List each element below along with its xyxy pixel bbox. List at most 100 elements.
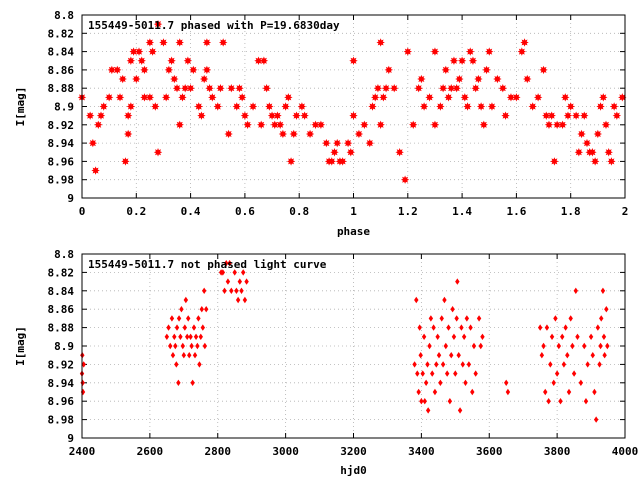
data-point	[395, 148, 404, 157]
data-point	[431, 324, 436, 331]
data-point	[461, 333, 467, 340]
y-tick-label: 8.92	[48, 358, 75, 371]
data-point	[506, 93, 516, 102]
data-point	[563, 324, 568, 331]
data-point	[539, 352, 545, 359]
data-point	[94, 120, 103, 129]
data-point	[604, 306, 609, 313]
data-point	[602, 352, 607, 359]
data-point	[180, 84, 190, 93]
data-point	[198, 333, 203, 340]
data-point	[400, 175, 410, 184]
data-point	[182, 324, 188, 331]
x-tick-label: 1.4	[452, 205, 472, 218]
data-point	[134, 47, 144, 56]
data-point	[80, 379, 85, 386]
data-point	[601, 333, 607, 340]
data-point	[596, 102, 605, 111]
data-point	[200, 324, 206, 331]
data-point	[237, 278, 243, 285]
data-point	[553, 315, 558, 322]
data-point	[501, 111, 510, 120]
data-point	[417, 324, 422, 331]
data-point	[115, 93, 125, 102]
data-point	[455, 278, 460, 285]
data-point	[436, 102, 445, 111]
data-point	[582, 342, 587, 350]
data-point	[234, 287, 239, 294]
y-tick-label: 8.9	[54, 101, 74, 114]
data-point	[430, 120, 440, 129]
data-point	[297, 102, 307, 111]
data-point	[129, 47, 138, 56]
data-point	[80, 388, 86, 396]
data-point	[443, 342, 449, 350]
data-point	[455, 74, 464, 84]
y-tick-label: 8.82	[48, 27, 75, 40]
data-point	[480, 333, 485, 340]
data-point	[132, 74, 141, 84]
data-point	[566, 388, 572, 396]
x-tick-label: 2800	[205, 445, 232, 458]
y-tick-label: 8.94	[48, 137, 75, 150]
data-point	[322, 138, 331, 148]
data-point	[436, 352, 442, 359]
data-point	[360, 120, 369, 129]
data-point	[289, 129, 298, 139]
data-point	[447, 84, 456, 93]
data-point	[533, 93, 543, 102]
x-tick-label: 4000	[612, 445, 639, 458]
data-point	[166, 324, 171, 331]
data-point	[479, 120, 489, 129]
y-tick-label: 8.88	[48, 322, 75, 335]
data-point	[561, 93, 570, 102]
data-point	[232, 102, 241, 111]
data-point	[452, 84, 461, 93]
data-point	[512, 93, 521, 102]
data-point	[430, 47, 440, 56]
data-point	[190, 379, 195, 386]
data-point	[537, 324, 543, 331]
data-point	[123, 111, 133, 120]
data-point	[194, 102, 203, 111]
data-point	[189, 65, 198, 75]
data-point	[478, 342, 483, 350]
data-point	[126, 102, 136, 111]
data-point	[262, 84, 271, 93]
data-point	[453, 370, 458, 377]
data-point	[601, 120, 611, 129]
data-point	[151, 102, 160, 111]
data-point	[473, 370, 478, 377]
data-point	[240, 111, 250, 120]
data-point	[409, 120, 418, 129]
chart-title: 155449-5011.7 not phased light curve	[88, 258, 327, 271]
data-point	[565, 352, 570, 359]
data-point	[267, 111, 277, 120]
x-tick-label: 3200	[340, 445, 367, 458]
data-point	[81, 361, 86, 368]
data-point	[466, 361, 472, 368]
data-point	[201, 287, 207, 294]
y-axis-label: I[mag]	[14, 326, 27, 366]
x-tick-label: 1	[350, 205, 357, 218]
data-point	[188, 333, 193, 340]
chart-title: 155449-5011.7 phased with P=19.6830day	[88, 19, 340, 32]
data-point	[414, 296, 419, 304]
data-point	[333, 138, 342, 148]
data-point	[552, 120, 562, 129]
data-point	[376, 120, 385, 129]
data-point	[574, 148, 584, 157]
data-point	[126, 56, 136, 65]
data-point	[588, 333, 594, 340]
data-point	[159, 38, 168, 47]
data-point	[434, 361, 439, 368]
data-point	[254, 56, 263, 65]
data-point	[471, 342, 477, 350]
data-point	[403, 47, 412, 56]
data-point	[330, 148, 339, 157]
data-point	[379, 93, 388, 102]
data-point	[278, 129, 288, 139]
data-point	[265, 102, 274, 111]
x-tick-label: 2	[622, 205, 629, 218]
data-point	[376, 38, 385, 47]
